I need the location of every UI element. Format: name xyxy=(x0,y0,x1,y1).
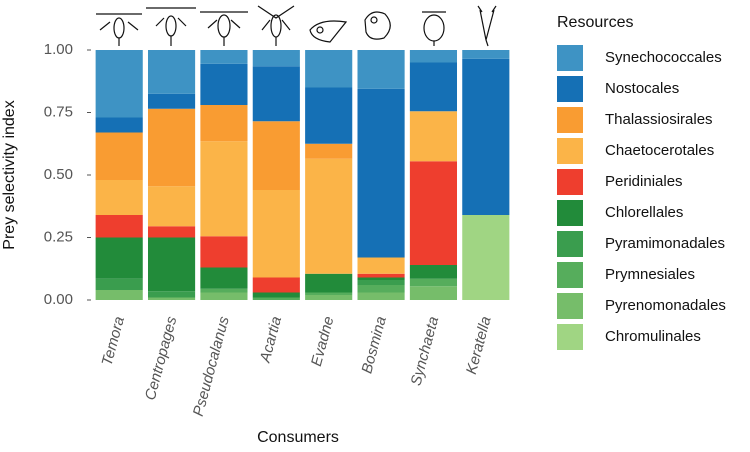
bar-segment xyxy=(95,278,143,290)
bar-segment xyxy=(252,121,300,190)
consumer-icons xyxy=(96,5,497,47)
bar-segment xyxy=(409,111,458,162)
y-tick-label: 0.25 xyxy=(44,228,73,245)
x-tick-label: Keratella xyxy=(463,315,495,377)
bar-segment xyxy=(200,141,248,237)
x-tick-label: Evadne xyxy=(308,315,338,369)
bar-segment xyxy=(95,237,143,279)
bar-segment xyxy=(252,190,300,278)
legend-label: Synechococcales xyxy=(605,49,722,66)
bar-segment xyxy=(357,280,405,285)
legend-label: Chlorellales xyxy=(605,204,683,221)
legend-swatch xyxy=(557,169,583,195)
legend-swatch xyxy=(557,107,583,133)
bar-segment xyxy=(462,58,510,215)
bar-segment xyxy=(200,105,248,142)
bar-segment xyxy=(462,50,510,59)
bar-segment xyxy=(357,50,405,89)
bar-segment xyxy=(252,297,300,300)
legend-label: Chromulinales xyxy=(605,328,701,345)
legend-label: Peridiniales xyxy=(605,173,683,190)
legend-label: Prymnesiales xyxy=(605,266,695,283)
bar-segment xyxy=(357,285,405,293)
bar-segment xyxy=(305,158,353,274)
legend-label: Nostocales xyxy=(605,80,679,97)
bar-segment xyxy=(357,88,405,258)
bar-segment xyxy=(409,265,458,279)
y-tick-label: 0.75 xyxy=(44,103,73,120)
x-tick-label: Centropages xyxy=(142,314,181,402)
plot-area: 0.00 0.25 0.50 0.75 1.00 Temora Centropages Pse… xyxy=(44,41,510,418)
bar-segment xyxy=(357,292,405,300)
bar-segment xyxy=(147,237,196,292)
bar-segment xyxy=(147,93,196,109)
bar-segment xyxy=(200,63,248,105)
bar-segment xyxy=(95,117,143,133)
bar-segment xyxy=(252,66,300,122)
y-tick-label: 0.00 xyxy=(44,291,73,308)
bar-segment xyxy=(95,215,143,238)
bar-segment xyxy=(147,50,196,94)
bar-segment xyxy=(305,292,353,295)
legend-swatch xyxy=(557,45,583,71)
bar-segment xyxy=(252,50,300,67)
legend-swatch xyxy=(557,262,583,288)
legend-swatch xyxy=(557,293,583,319)
bar-segment xyxy=(357,277,405,280)
legend-swatch xyxy=(557,324,583,350)
bar-segment xyxy=(147,226,196,238)
legend-swatch xyxy=(557,231,583,257)
legend-label: Thalassiosirales xyxy=(605,111,713,128)
bar-segment xyxy=(409,50,458,63)
bar-segment xyxy=(305,273,353,293)
legend-swatch xyxy=(557,76,583,102)
legend-label: Pyrenomonadales xyxy=(605,297,726,314)
bar-segment xyxy=(305,295,353,300)
bar-segment xyxy=(409,278,458,287)
x-tick-label: Pseudocalanus xyxy=(190,314,233,418)
x-tick-label: Synchaeta xyxy=(408,315,443,388)
bar-segment xyxy=(95,290,143,300)
bar-segment xyxy=(409,62,458,112)
y-tick-label: 0.50 xyxy=(44,166,73,183)
legend-label: Pyramimonadales xyxy=(605,235,725,252)
bar-segment xyxy=(252,292,300,298)
y-axis-title: Prey selectivity index xyxy=(1,100,18,249)
bar-segment xyxy=(95,132,143,180)
x-tick-label: Acartia xyxy=(256,315,285,365)
bar-segment xyxy=(95,180,143,215)
bar-segment xyxy=(200,236,248,268)
bar-segment xyxy=(200,50,248,64)
legend-swatch xyxy=(557,200,583,226)
bar-segment xyxy=(462,215,510,300)
legend-title: Resources xyxy=(557,14,633,31)
bar-segment xyxy=(200,267,248,289)
bar-segment xyxy=(305,143,353,159)
legend-label: Chaetocerotales xyxy=(605,142,714,159)
bar-segment xyxy=(305,87,353,144)
bar-segment xyxy=(252,277,300,293)
y-tick-label: 1.00 xyxy=(44,41,73,58)
bar-segment xyxy=(147,297,196,300)
bar-segment xyxy=(305,50,353,88)
bar-segment xyxy=(147,291,196,298)
legend-swatch xyxy=(557,138,583,164)
bar-segment xyxy=(409,161,458,265)
bar-segment xyxy=(200,288,248,293)
x-tick-label: Temora xyxy=(99,315,128,368)
bar-segment xyxy=(147,186,196,227)
bar-segment xyxy=(95,50,143,118)
bar-segment xyxy=(357,257,405,274)
bar-segment xyxy=(357,273,405,278)
bar-segment xyxy=(409,286,458,300)
x-axis-title: Consumers xyxy=(257,429,339,446)
bar-segment xyxy=(147,108,196,187)
x-tick-label: Bosmina xyxy=(358,315,390,376)
bar-segment xyxy=(200,292,248,300)
